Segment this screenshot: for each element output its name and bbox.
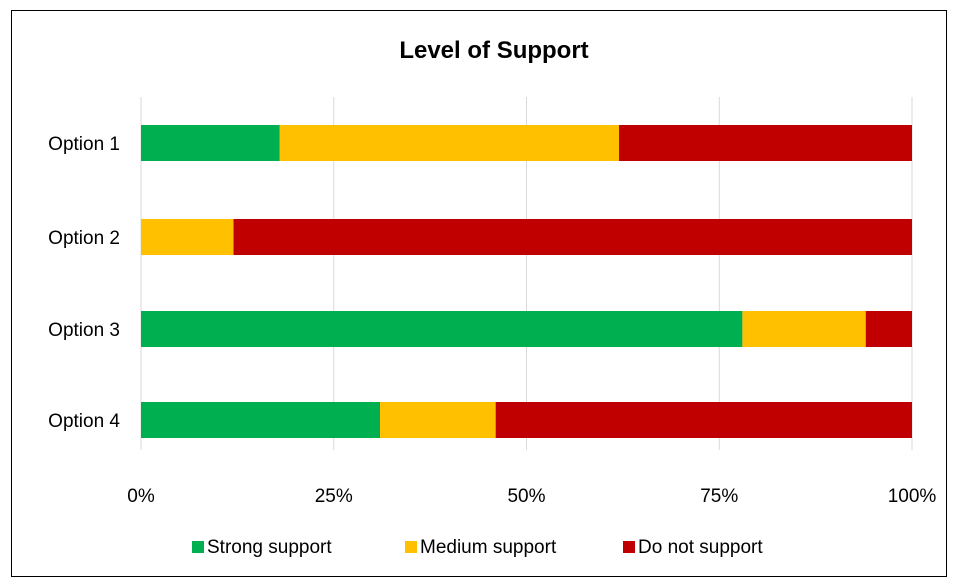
category-labels: Option 1 Option 2 Option 3 Option 4: [48, 134, 120, 432]
legend-label: Strong support: [207, 537, 332, 558]
legend: Strong support Medium support Do not suppo…: [192, 537, 763, 558]
category-label: Option 1: [48, 134, 120, 155]
legend-label: Do not support: [638, 537, 763, 558]
category-label: Option 2: [48, 228, 120, 249]
bar-segment: [280, 125, 619, 161]
x-tick-label: 75%: [700, 486, 738, 507]
bar-segment: [380, 402, 496, 438]
bar-segment: [141, 311, 742, 347]
bar-segment: [619, 125, 912, 161]
bar-segment: [866, 311, 912, 347]
category-label: Option 4: [48, 411, 120, 432]
bar-segment: [141, 219, 234, 255]
x-tick-label: 0%: [127, 486, 155, 507]
bar-segment: [496, 402, 912, 438]
bar-segment: [742, 311, 865, 347]
legend-swatch: [405, 541, 417, 553]
bar-segment: [234, 219, 912, 255]
legend-item: Medium support: [405, 537, 557, 558]
chart-title: Level of Support: [399, 37, 588, 64]
legend-swatch: [623, 541, 635, 553]
x-tick-label: 25%: [315, 486, 353, 507]
legend-item: Do not support: [623, 537, 763, 558]
legend-item: Strong support: [192, 537, 332, 558]
bar-segment: [141, 402, 380, 438]
category-label: Option 3: [48, 320, 120, 341]
x-tick-label: 50%: [507, 486, 545, 507]
x-tick-labels: 0% 25% 50% 75% 100%: [127, 486, 936, 507]
legend-swatch: [192, 541, 204, 553]
legend-label: Medium support: [420, 537, 557, 558]
x-tick-label: 100%: [888, 486, 937, 507]
bar-segment: [141, 125, 280, 161]
